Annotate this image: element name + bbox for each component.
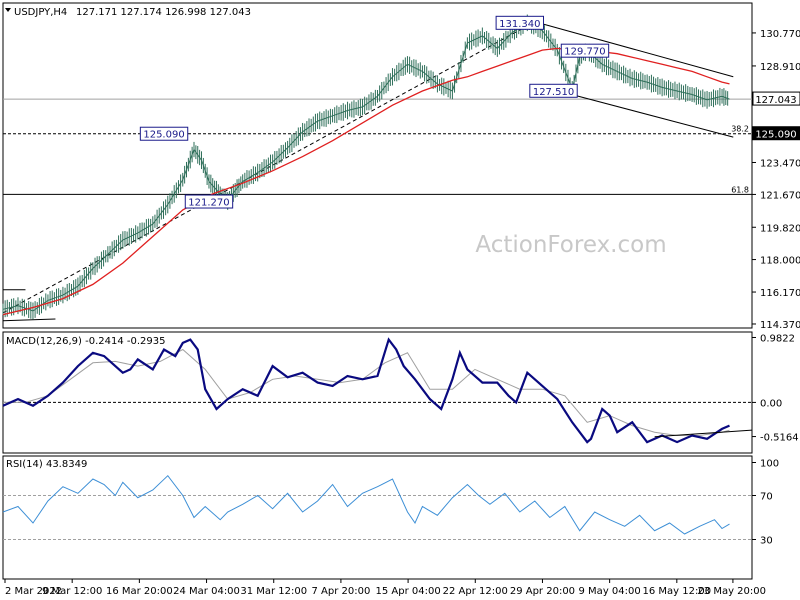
trendline xyxy=(2,21,536,314)
symbol-label: USDJPY,H4 xyxy=(14,7,67,18)
rsi-series-group xyxy=(2,474,730,535)
price-annotation-box xyxy=(529,83,578,98)
rsi-panel-frame xyxy=(2,455,753,580)
price-line xyxy=(2,22,730,312)
price-annotation-box xyxy=(139,126,189,141)
price-tick-label: 130.770 xyxy=(760,29,800,40)
price-level-badge xyxy=(752,126,800,141)
macd-title: MACD(12,26,9) -0.2414 -0.2935 xyxy=(6,336,166,347)
rsi-axis: 100 70 30 xyxy=(752,459,779,547)
ohlc-label: 127.171 127.174 126.998 127.043 xyxy=(76,7,251,18)
macd-signal-line xyxy=(3,348,730,436)
price-annotation-box xyxy=(560,43,610,58)
price-tick-label: 125.090 xyxy=(755,130,796,141)
macd-tick-label: -0.5164 xyxy=(760,433,799,444)
macd-trendline xyxy=(654,429,753,438)
price-annotation-label: 121.270 xyxy=(188,198,229,209)
trendline xyxy=(534,21,734,78)
macd-tick-label: 0.00 xyxy=(760,398,782,409)
price-annotations: 131.340 129.770 127.510 125.090 121.270 xyxy=(139,15,610,209)
time-tick-label: 15 Apr 04:00 xyxy=(375,586,440,597)
time-tick-label: 23 May 20:00 xyxy=(697,586,766,597)
time-tick-label: 31 Mar 12:00 xyxy=(240,586,307,597)
price-tick-label: 121.670 xyxy=(760,190,800,201)
collapse-triangle-icon[interactable] xyxy=(5,8,11,12)
macd-axis: 0.9822 0.00 -0.5164 xyxy=(752,333,799,444)
price-annotation-label: 129.770 xyxy=(564,47,605,58)
price-annotation-label: 127.510 xyxy=(533,87,574,98)
price-axis: 130.770 128.910 127.043 125.090 123.470 121.6… xyxy=(752,29,800,331)
price-annotation-box xyxy=(184,194,234,209)
time-tick-label: 16 Mar 20:00 xyxy=(106,586,173,597)
price-tick-label: 114.370 xyxy=(760,320,800,331)
price-annotation-label: 131.340 xyxy=(499,19,540,30)
watermark-text: ActionForex.com xyxy=(475,232,666,258)
fib-level-label: 61.8 xyxy=(731,185,749,194)
price-annotation-label: 125.090 xyxy=(143,130,184,141)
moving-average-line xyxy=(2,47,730,316)
time-tick-label: 24 Mar 04:00 xyxy=(173,586,240,597)
price-panel-frame xyxy=(2,2,753,329)
price-tick-label: 128.910 xyxy=(760,62,800,73)
rsi-line xyxy=(2,474,730,535)
rsi-title: RSI(14) 43.8349 xyxy=(6,459,87,470)
price-level-badge xyxy=(752,91,800,106)
macd-tick-label: 0.9822 xyxy=(760,333,795,344)
time-tick-label: 16 May 12:00 xyxy=(643,586,712,597)
rsi-tick-label: 70 xyxy=(760,492,773,503)
price-tick-label: 123.470 xyxy=(760,158,800,169)
rsi-tick-label: 30 xyxy=(760,536,773,547)
price-tick-label: 127.043 xyxy=(755,95,796,106)
time-tick-label: 2 Mar 2022 xyxy=(5,586,62,597)
macd-line xyxy=(2,337,730,444)
time-tick-label: 29 Apr 20:00 xyxy=(510,586,575,597)
trendline xyxy=(2,318,56,322)
price-tick-label: 118.000 xyxy=(760,256,800,267)
macd-series-group xyxy=(2,337,753,444)
time-tick-label: 22 Apr 12:00 xyxy=(443,586,508,597)
rsi-tick-label: 100 xyxy=(760,459,779,470)
fib-level-label: 38.2 xyxy=(731,125,749,134)
time-tick-label: 7 Apr 20:00 xyxy=(311,586,370,597)
price-tick-label: 119.820 xyxy=(760,223,800,234)
time-tick-label: 9 May 04:00 xyxy=(579,586,641,597)
price-annotation-box xyxy=(495,15,545,30)
time-tick-label: 9 Mar 12:00 xyxy=(42,586,102,597)
price-tick-label: 116.170 xyxy=(760,288,800,299)
macd-panel-frame xyxy=(2,331,753,454)
